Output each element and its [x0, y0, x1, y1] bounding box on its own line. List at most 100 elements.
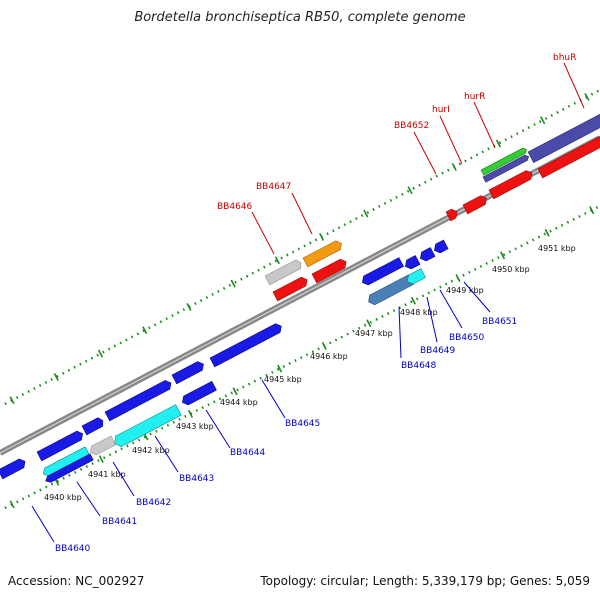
major-tick [97, 349, 104, 358]
gene-bb4641-blue[interactable] [44, 453, 94, 484]
forward-genes [0, 111, 600, 480]
scale-ticks [9, 92, 595, 509]
gene-hurr-green[interactable] [480, 147, 528, 176]
gene-red-2[interactable] [311, 257, 349, 284]
kbp-4949: 4949 kbp [446, 286, 484, 295]
kbp-4940: 4940 kbp [44, 493, 82, 502]
top-gene-labels: BB4646 BB4647 BB4652 hurI hurR bhuR [217, 53, 585, 255]
gene-bb4647[interactable] [302, 239, 344, 268]
major-tick [321, 342, 327, 350]
major-tick [589, 206, 595, 215]
label-huri[interactable]: hurI [432, 105, 450, 115]
gene-bb4643[interactable] [104, 379, 173, 422]
gene-huri[interactable] [462, 194, 489, 215]
kbp-4944: 4944 kbp [220, 398, 258, 407]
major-tick [9, 396, 15, 405]
kbp-4945: 4945 kbp [264, 375, 302, 384]
major-tick [274, 256, 280, 265]
label-bb4645[interactable]: BB4645 [285, 419, 320, 429]
gene-bb4644-blue[interactable] [180, 380, 217, 407]
label-bb4650[interactable]: BB4650 [449, 333, 485, 343]
kbp-4947: 4947 kbp [355, 329, 393, 338]
label-bb4640[interactable]: BB4640 [55, 544, 91, 554]
major-tick [544, 228, 550, 237]
kbp-4951: 4951 kbp [538, 244, 576, 253]
major-tick [455, 274, 461, 283]
gene-hurr-red[interactable] [488, 169, 534, 200]
gene-bb4646[interactable] [264, 258, 303, 286]
label-bb4642[interactable]: BB4642 [136, 498, 171, 508]
bottom-gene-labels: BB4640 BB4641 BB4642 BB4643 BB4644 BB464… [31, 281, 517, 554]
kbp-4943: 4943 kbp [176, 422, 214, 431]
gene-bb4642-grey[interactable] [88, 435, 117, 457]
major-tick [230, 279, 236, 288]
scale-labels: 4940 kbp 4941 kbp 4942 kbp 4943 kbp 4944… [44, 244, 576, 502]
leader-bhur [563, 62, 585, 109]
leader-bb4642 [112, 461, 135, 497]
major-tick [495, 139, 502, 148]
major-tick [410, 296, 416, 305]
label-bb4643[interactable]: BB4643 [179, 474, 214, 484]
leader-bb4652 [413, 131, 437, 175]
gene-bb4644[interactable] [171, 360, 206, 385]
gene-bb4651-a[interactable] [403, 255, 421, 270]
major-tick [98, 455, 104, 464]
major-tick [407, 186, 413, 195]
gene-bb4650[interactable] [360, 257, 404, 287]
accession-text: Accession: NC_002927 [8, 574, 145, 588]
scale-track-outer [4, 88, 600, 406]
label-bhur[interactable]: bhuR [553, 53, 576, 63]
major-tick [584, 92, 590, 101]
label-bb4648[interactable]: BB4648 [401, 361, 437, 371]
major-tick [9, 500, 15, 509]
gene-bb4645[interactable] [209, 322, 284, 368]
leader-bb4643 [154, 435, 179, 473]
scale-track-inner [4, 204, 600, 510]
leader-bb4647 [291, 192, 313, 235]
major-tick [186, 303, 192, 311]
gene-bb4642[interactable] [81, 416, 105, 436]
major-tick [277, 364, 283, 373]
label-bb4644[interactable]: BB4644 [230, 448, 266, 458]
gene-bb4651-c[interactable] [432, 239, 449, 255]
major-tick [363, 209, 369, 218]
gene-red-1[interactable] [272, 275, 310, 302]
gene-bb4649-cyan[interactable] [405, 268, 426, 286]
kbp-4948: 4948 kbp [400, 308, 438, 317]
leader-bb4649 [426, 296, 438, 343]
kbp-4941: 4941 kbp [88, 470, 126, 479]
label-bb4649[interactable]: BB4649 [420, 346, 456, 356]
leader-hurr [473, 101, 496, 149]
leader-bb4640 [31, 505, 55, 543]
gene-bb4648[interactable] [366, 274, 414, 307]
major-tick [366, 319, 372, 328]
label-bb4641[interactable]: BB4641 [102, 517, 137, 527]
reverse-genes [42, 239, 449, 484]
label-bb4651[interactable]: BB4651 [482, 317, 517, 327]
kbp-4946: 4946 kbp [310, 352, 348, 361]
kbp-4942: 4942 kbp [132, 446, 170, 455]
label-bb4652[interactable]: BB4652 [394, 121, 429, 131]
leader-bb4648 [398, 306, 402, 359]
gene-hurr-dark[interactable] [482, 154, 530, 183]
gene-bb4641[interactable] [36, 429, 85, 462]
major-tick [53, 373, 59, 381]
topology-text: Topology: circular; Length: 5,339,179 bp… [260, 574, 590, 588]
major-tick [540, 116, 546, 125]
leader-bb4646 [251, 211, 275, 255]
gene-bb4651-b[interactable] [418, 247, 436, 262]
major-tick [319, 233, 325, 241]
gene-red-bhur[interactable] [537, 133, 600, 179]
leader-bb4645 [261, 379, 286, 419]
gene-bhur[interactable] [527, 111, 600, 163]
label-bb4647[interactable]: BB4647 [256, 182, 291, 192]
label-bb4646[interactable]: BB4646 [217, 202, 253, 212]
major-tick [500, 251, 506, 260]
gene-bb4640[interactable] [0, 457, 27, 480]
gene-bb4652[interactable] [445, 207, 460, 222]
label-hurr[interactable]: hurR [464, 92, 485, 102]
major-tick [187, 409, 194, 418]
gene-bb4643-cyan[interactable] [112, 404, 182, 449]
kbp-4950: 4950 kbp [492, 265, 530, 274]
